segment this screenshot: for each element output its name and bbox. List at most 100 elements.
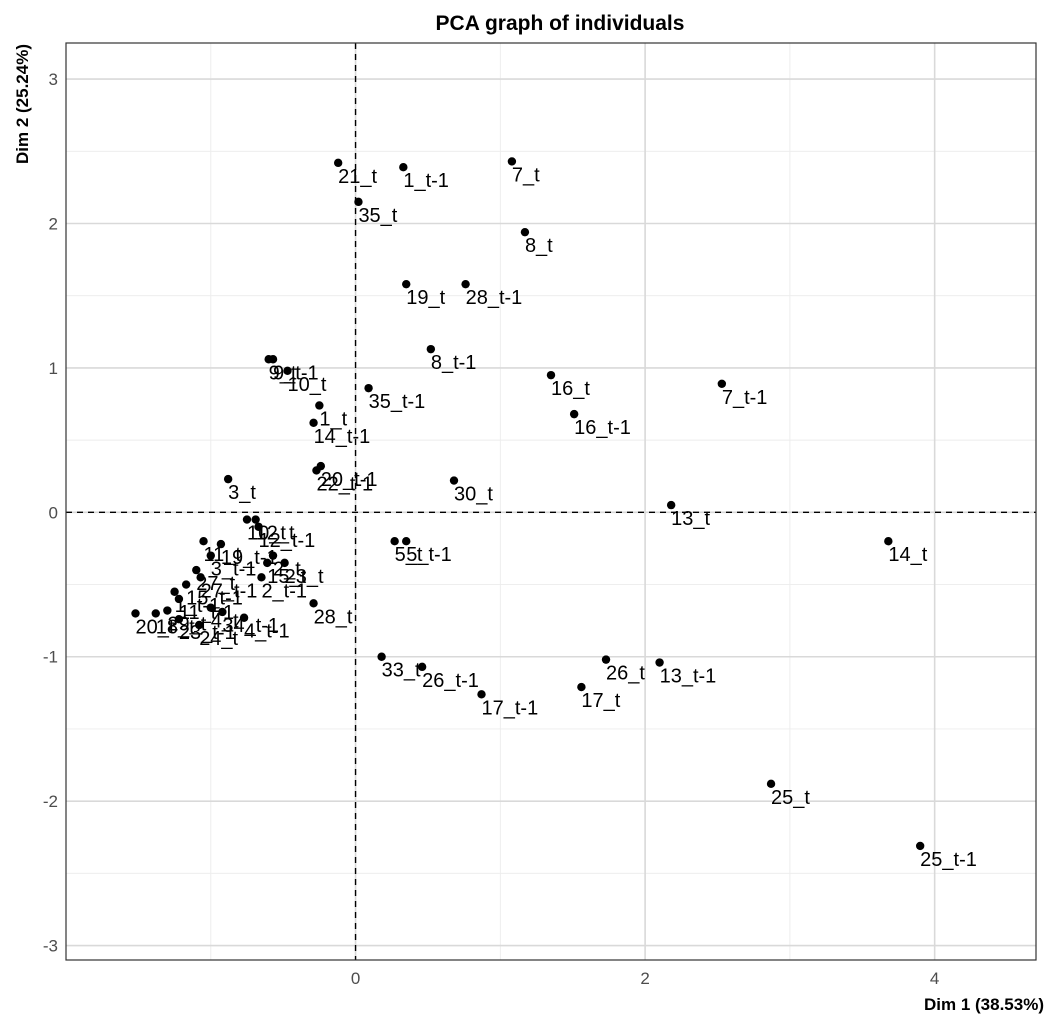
- point-label: 23_t-1: [179, 622, 236, 644]
- point-label: 27_t: [196, 573, 235, 595]
- data-point: [242, 515, 252, 524]
- point-label: 8_t: [525, 235, 553, 257]
- data-point: [569, 409, 579, 419]
- point-label: 4_t-1: [244, 621, 290, 643]
- y-tick-label: 1: [49, 359, 58, 378]
- point-label: 20_t-1: [321, 469, 378, 491]
- data-point: [666, 500, 676, 510]
- point-label: 25_t: [771, 787, 810, 809]
- point-label: 27_t-1: [201, 580, 258, 602]
- y-tick-label: -1: [43, 648, 58, 667]
- point-label: 35_t-1: [369, 391, 426, 413]
- point-label: 26_t: [606, 663, 645, 685]
- y-axis-ticks: -3 -2 -1 0 1 2 3: [43, 70, 58, 955]
- point-label: 10_t: [247, 523, 286, 545]
- point-label: 3_t-1: [211, 559, 257, 581]
- point-label: 22_t-1: [316, 473, 373, 495]
- data-point: [223, 474, 233, 484]
- point-label: 12_t: [256, 523, 295, 545]
- data-point: [717, 379, 727, 389]
- point-label: 2_t: [273, 559, 301, 581]
- data-point: [257, 573, 266, 582]
- data-point: [417, 662, 427, 672]
- data-point: [280, 558, 289, 568]
- point-label: 11_t: [204, 544, 242, 566]
- data-points: [131, 157, 925, 851]
- data-point: [601, 655, 611, 664]
- data-point: [309, 599, 318, 608]
- point-label: 23_t: [285, 566, 324, 588]
- point-label: 21_t: [338, 166, 377, 188]
- point-label: 33_t: [382, 660, 421, 682]
- data-point: [283, 366, 292, 376]
- point-label: 14_t: [888, 544, 927, 566]
- data-point: [377, 652, 386, 661]
- y-tick-label: 2: [49, 215, 58, 234]
- point-label: 26_t-1: [422, 670, 479, 692]
- x-axis-ticks: 0 2 4: [351, 969, 940, 988]
- point-label: 18_t: [156, 616, 195, 638]
- data-point: [399, 162, 408, 172]
- data-point: [206, 551, 215, 560]
- point-label: 15_t: [267, 566, 306, 588]
- data-point: [268, 355, 278, 364]
- data-point: [174, 594, 184, 604]
- point-label: 16_t-1: [574, 417, 631, 439]
- data-point: [268, 551, 278, 560]
- data-point: [194, 620, 204, 630]
- data-point: [915, 841, 925, 851]
- data-point: [131, 609, 140, 618]
- grid: [66, 43, 1036, 960]
- data-point: [251, 515, 260, 524]
- data-point: [192, 565, 201, 575]
- data-point: [174, 614, 184, 624]
- data-point: [364, 383, 373, 393]
- data-point: [312, 466, 321, 475]
- data-point: [449, 476, 459, 485]
- data-point: [216, 539, 226, 549]
- y-tick-label: 3: [49, 70, 58, 89]
- data-point: [163, 606, 172, 615]
- y-tick-label: -3: [43, 937, 58, 956]
- reference-lines: [66, 43, 1036, 960]
- x-tick-label: 2: [640, 969, 649, 988]
- point-label: 2_t-1: [261, 580, 307, 602]
- data-point: [239, 613, 249, 622]
- point-label: 20_t: [135, 616, 174, 638]
- point-label: 13_t: [671, 508, 710, 530]
- point-label: 19_t: [406, 287, 445, 309]
- data-point: [199, 537, 208, 546]
- point-label: 11_t-1: [179, 602, 234, 624]
- plot-panel-border: [65, 42, 1037, 961]
- data-point: [206, 603, 215, 612]
- x-axis-title: Dim 1 (38.53%): [924, 995, 1044, 1014]
- point-label: 3_t: [228, 482, 256, 504]
- point-label: 10_t: [288, 374, 327, 396]
- data-point: [333, 158, 343, 168]
- data-point: [461, 279, 470, 289]
- point-label: 4_t: [211, 611, 239, 633]
- point-label: 25_t-1: [920, 849, 977, 871]
- data-point: [170, 587, 179, 596]
- point-label: 12_t-1: [259, 530, 316, 552]
- point-label: 14_t-1: [314, 426, 371, 448]
- y-tick-label: -2: [43, 792, 58, 811]
- point-label: 19_t-1: [221, 547, 278, 569]
- y-tick-label: 0: [49, 503, 58, 522]
- data-point: [181, 580, 191, 589]
- point-label: 9_t: [269, 362, 297, 384]
- x-tick-label: 4: [930, 969, 939, 988]
- data-point: [402, 537, 411, 546]
- point-label: 1_t: [319, 408, 347, 430]
- y-axis-title: Dim 2 (25.24%): [13, 44, 32, 164]
- data-point: [402, 279, 411, 289]
- point-label: 17_t-1: [482, 697, 539, 719]
- data-point: [546, 370, 556, 380]
- chart-title: PCA graph of individuals: [436, 12, 685, 35]
- point-label: 17_t: [581, 690, 620, 712]
- data-point: [884, 537, 893, 546]
- point-label: 34_t-1: [222, 615, 279, 637]
- point-label: 30_t: [454, 484, 493, 506]
- point-label: 28_t-1: [466, 287, 523, 309]
